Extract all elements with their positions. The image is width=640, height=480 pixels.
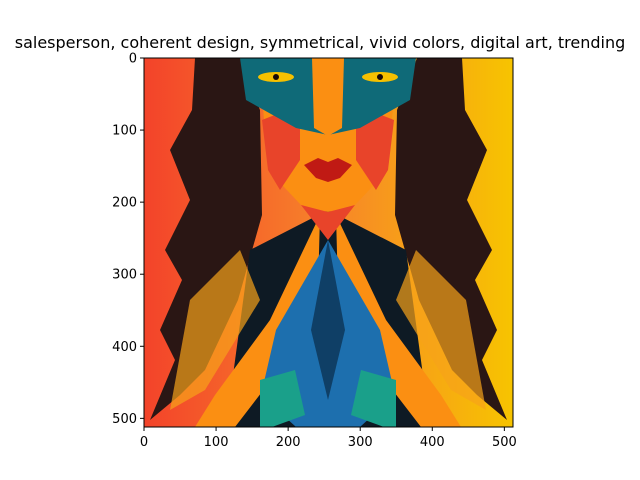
y-tick-label: 100 — [112, 124, 137, 139]
band-right-outer — [396, 250, 486, 410]
y-tick-label: 400 — [112, 340, 137, 355]
y-tick-label: 300 — [112, 268, 137, 283]
x-tick-label: 500 — [492, 435, 517, 450]
image-plot — [144, 58, 513, 427]
y-tick-label: 0 — [129, 52, 137, 67]
hair-left — [150, 58, 262, 420]
chart-title: salesperson, coherent design, symmetrica… — [15, 33, 626, 52]
face-shadow-right — [356, 105, 394, 190]
hair-right — [395, 58, 507, 420]
y-axis: 0 100 200 300 400 500 — [112, 52, 144, 427]
pupil-left — [273, 74, 279, 80]
face-shadow-left — [262, 105, 300, 190]
x-tick-label: 200 — [276, 435, 301, 450]
x-tick-label: 100 — [204, 435, 229, 450]
green-left — [260, 370, 305, 427]
x-tick-label: 300 — [348, 435, 373, 450]
y-tick-label: 200 — [112, 196, 137, 211]
pupil-right — [377, 74, 383, 80]
lips — [304, 158, 352, 182]
band-left-outer — [170, 250, 260, 410]
chest-center — [311, 240, 345, 400]
y-tick-label: 500 — [112, 412, 137, 427]
x-tick-label: 0 — [140, 435, 148, 450]
green-right — [351, 370, 396, 427]
axes-frame — [143, 57, 514, 428]
nose — [312, 58, 344, 136]
x-axis: 0 100 200 300 400 500 — [140, 427, 517, 450]
chin — [301, 205, 355, 240]
x-tick-label: 400 — [420, 435, 445, 450]
